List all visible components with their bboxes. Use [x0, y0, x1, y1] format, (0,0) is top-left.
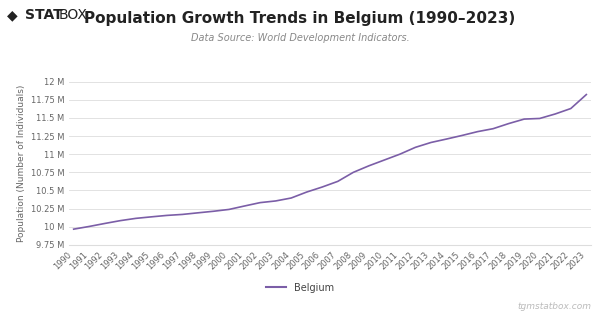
Belgium [194, 211, 202, 215]
Belgium [458, 133, 466, 137]
Belgium [536, 116, 544, 120]
Y-axis label: Population (Number of Individuals): Population (Number of Individuals) [17, 84, 26, 242]
Belgium [287, 196, 295, 200]
Belgium [551, 112, 559, 116]
Belgium [583, 93, 590, 96]
Belgium [350, 171, 357, 174]
Belgium [427, 141, 434, 144]
Belgium [132, 216, 139, 220]
Text: tgmstatbox.com: tgmstatbox.com [517, 302, 591, 311]
Belgium [210, 209, 217, 213]
Text: ◆: ◆ [7, 8, 18, 22]
Belgium [381, 158, 388, 162]
Line: Belgium: Belgium [74, 95, 586, 229]
Belgium [334, 180, 341, 183]
Belgium [505, 122, 512, 126]
Belgium [179, 213, 186, 216]
Legend: Belgium: Belgium [262, 279, 338, 297]
Text: Population Growth Trends in Belgium (1990–2023): Population Growth Trends in Belgium (199… [85, 11, 515, 26]
Belgium [412, 145, 419, 149]
Belgium [101, 222, 109, 225]
Text: Data Source: World Development Indicators.: Data Source: World Development Indicator… [191, 33, 409, 43]
Belgium [256, 201, 263, 204]
Belgium [163, 214, 170, 217]
Belgium [148, 215, 155, 219]
Belgium [272, 199, 279, 203]
Belgium [226, 208, 233, 211]
Belgium [365, 164, 373, 168]
Belgium [490, 127, 497, 131]
Text: STAT: STAT [25, 8, 63, 22]
Belgium [474, 130, 481, 133]
Belgium [303, 190, 310, 194]
Text: BOX: BOX [59, 8, 88, 22]
Belgium [319, 185, 326, 189]
Belgium [241, 204, 248, 208]
Belgium [116, 219, 124, 223]
Belgium [443, 137, 450, 141]
Belgium [397, 152, 404, 156]
Belgium [70, 227, 77, 231]
Belgium [567, 107, 574, 111]
Belgium [521, 117, 528, 121]
Belgium [86, 225, 93, 228]
